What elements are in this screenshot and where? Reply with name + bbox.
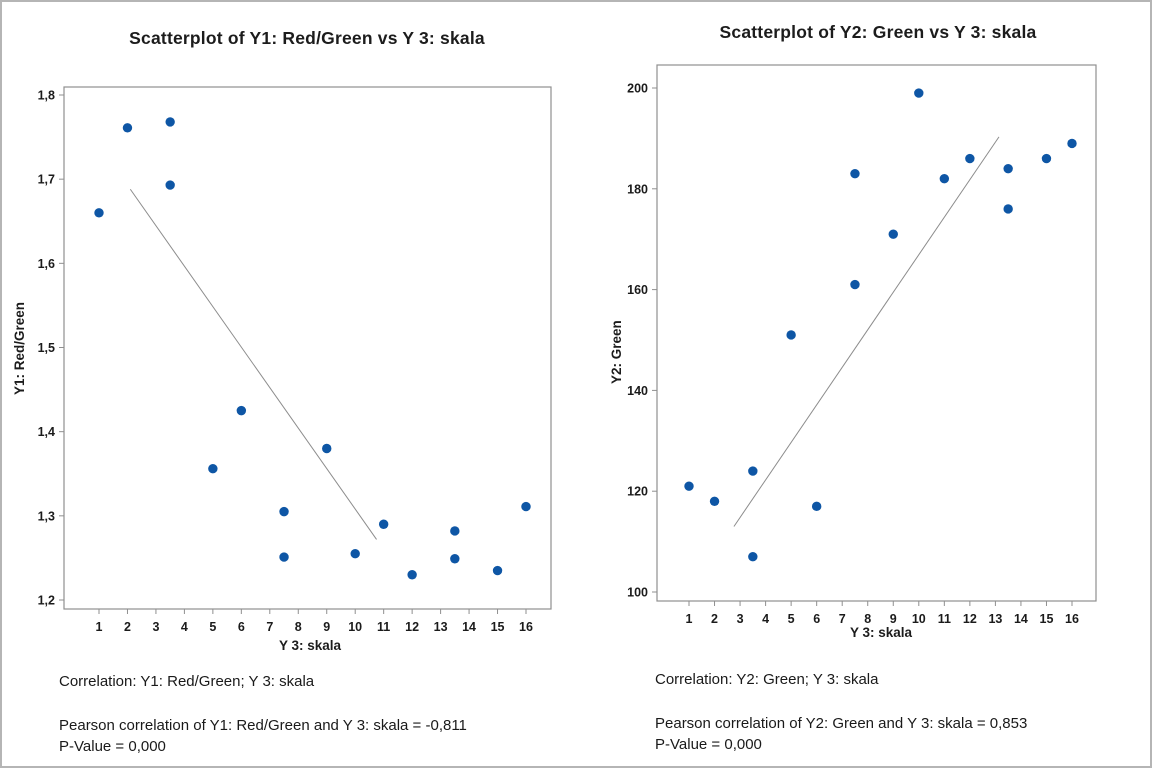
y-tick-label: 200 (627, 82, 648, 96)
x-tick-label: 13 (988, 612, 1002, 626)
y-tick-label: 120 (627, 485, 648, 499)
correlation-heading: Correlation: Y1: Red/Green; Y 3: skala (59, 673, 315, 690)
y-tick-label: 1,6 (38, 257, 55, 271)
x-tick-label: 4 (762, 612, 769, 626)
y-tick-label: 1,5 (38, 341, 55, 355)
x-tick-label: 12 (963, 612, 977, 626)
x-tick-label: 11 (938, 612, 951, 626)
scatterplot-panel-y2: Scatterplot of Y2: Green vs Y 3: skala Y… (576, 2, 1152, 770)
x-tick-label: 6 (813, 612, 820, 626)
data-point (94, 208, 104, 218)
x-tick-label: 4 (181, 620, 188, 634)
x-tick-label: 6 (238, 620, 245, 634)
plot-frame (656, 64, 1097, 602)
trend-line (733, 136, 1000, 527)
plot-frame (63, 86, 552, 610)
x-tick-label: 16 (519, 620, 533, 634)
data-point (1041, 153, 1052, 164)
data-point (1067, 138, 1077, 149)
x-tick-label: 5 (209, 620, 216, 634)
data-point (450, 554, 460, 564)
scatterplot-panel-y1: Scatterplot of Y1: Red/Green vs Y 3: ska… (2, 2, 578, 770)
y-tick-label: 100 (627, 586, 648, 600)
x-tick-label: 15 (1040, 612, 1054, 626)
data-point (850, 168, 860, 179)
pearson-correlation-line: Pearson correlation of Y2: Green and Y 3… (655, 715, 1028, 732)
y-tick-label: 160 (627, 283, 648, 297)
data-point (811, 501, 822, 512)
y-tick-label: 1,8 (38, 89, 55, 103)
y-tick-label: 1,3 (38, 509, 55, 523)
x-tick-label: 8 (864, 612, 871, 626)
data-point (165, 180, 175, 190)
x-tick-label: 11 (377, 620, 390, 634)
x-tick-label: 13 (434, 620, 448, 634)
data-point (1003, 204, 1013, 214)
correlation-output-y2: Correlation: Y2: Green; Y 3: skala Pears… (655, 669, 1027, 755)
data-point (786, 330, 796, 340)
p-value-line: P-Value = 0,000 (59, 738, 166, 755)
data-point (748, 552, 758, 562)
x-tick-label: 10 (348, 620, 362, 634)
data-point (322, 443, 332, 454)
x-tick-label: 1 (686, 612, 693, 626)
y-tick-label: 180 (627, 182, 648, 196)
data-point (407, 570, 417, 580)
x-tick-label: 8 (295, 620, 302, 634)
x-tick-label: 1 (96, 620, 103, 634)
data-point (684, 481, 694, 491)
correlation-heading: Correlation: Y2: Green; Y 3: skala (655, 671, 879, 688)
x-tick-label: 5 (788, 612, 795, 626)
data-point (165, 117, 175, 127)
x-tick-label: 2 (124, 620, 131, 634)
data-point (236, 405, 247, 416)
x-tick-label: 14 (1014, 612, 1028, 626)
correlation-output-y1: Correlation: Y1: Red/Green; Y 3: skala P… (59, 671, 467, 757)
data-point (450, 526, 460, 536)
y-tick-label: 140 (627, 384, 648, 398)
scatterplot-y1-canvas: 1,21,31,41,51,61,71,81 2 3 4 5 6 7 8 9 10 11 12 13 14… (38, 86, 552, 634)
data-point (850, 279, 860, 290)
data-point (279, 506, 289, 517)
data-point (122, 123, 133, 133)
chart-title-y1: Scatterplot of Y1: Red/Green vs Y 3: ska… (129, 28, 485, 48)
data-point (709, 496, 720, 506)
p-value-line: P-Value = 0,000 (655, 736, 762, 753)
data-point (378, 519, 389, 529)
x-axis-label-y1: Y 3: skala (278, 638, 342, 653)
y-tick-label: 1,7 (38, 173, 55, 187)
x-axis-label-y2: Y 3: skala (849, 625, 913, 640)
y-tick-label: 1,4 (38, 425, 55, 439)
x-tick-label: 7 (839, 612, 846, 626)
x-tick-label: 14 (462, 620, 476, 634)
data-point (492, 565, 503, 576)
data-point (888, 229, 898, 239)
data-point (279, 552, 289, 562)
pearson-correlation-line: Pearson correlation of Y1: Red/Green and… (59, 717, 467, 734)
x-tick-label: 3 (152, 620, 159, 634)
x-tick-label: 7 (266, 620, 273, 634)
x-tick-label: 12 (405, 620, 419, 634)
data-point (208, 464, 218, 474)
data-point (914, 88, 924, 98)
x-tick-label: 2 (711, 612, 718, 626)
data-point (748, 466, 758, 476)
x-tick-label: 3 (737, 612, 744, 626)
data-point (965, 153, 975, 164)
x-tick-label: 10 (912, 612, 926, 626)
trend-line (129, 188, 377, 540)
x-tick-label: 16 (1065, 612, 1079, 626)
data-point (1003, 163, 1013, 174)
data-point (350, 549, 360, 559)
x-tick-label: 15 (491, 620, 505, 634)
data-point (939, 174, 950, 184)
x-tick-label: 9 (323, 620, 330, 634)
x-tick-label: 9 (890, 612, 897, 626)
data-point (521, 501, 531, 512)
chart-title-y2: Scatterplot of Y2: Green vs Y 3: skala (719, 22, 1037, 42)
y-tick-label: 1,2 (38, 594, 55, 608)
